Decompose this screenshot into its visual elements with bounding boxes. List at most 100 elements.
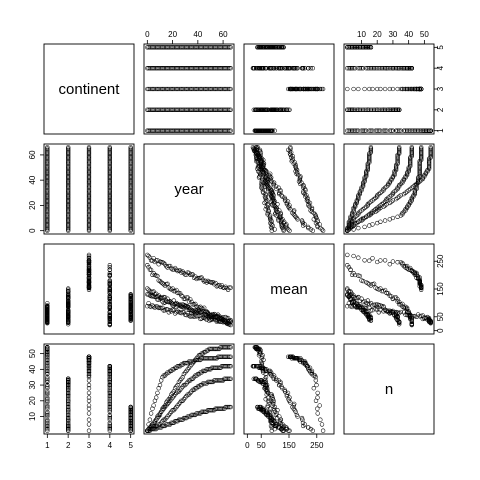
- data-point: [389, 66, 394, 71]
- data-point: [389, 178, 394, 183]
- data-point: [359, 128, 364, 133]
- data-point: [45, 386, 50, 391]
- data-point: [265, 403, 270, 408]
- data-point: [228, 285, 233, 290]
- data-point: [66, 145, 71, 150]
- data-point: [345, 107, 350, 112]
- data-point: [349, 128, 355, 133]
- data-point: [367, 107, 372, 112]
- data-point: [299, 86, 304, 92]
- data-point: [254, 364, 260, 369]
- data-point: [86, 403, 92, 408]
- data-point: [255, 45, 260, 50]
- variable-label-year: year: [174, 181, 203, 198]
- data-point: [86, 287, 92, 292]
- data-point: [267, 45, 272, 50]
- data-point: [228, 66, 233, 71]
- data-point: [349, 107, 355, 112]
- data-point: [107, 400, 112, 405]
- data-point: [165, 281, 170, 286]
- data-point: [276, 66, 281, 71]
- data-point: [66, 319, 71, 324]
- data-point: [45, 422, 50, 427]
- data-point: [378, 128, 383, 133]
- data-point: [175, 290, 180, 296]
- data-point: [86, 274, 92, 279]
- data-point: [395, 315, 400, 320]
- tick-label: 250: [436, 254, 445, 268]
- data-point: [86, 417, 92, 422]
- data-point: [45, 354, 50, 359]
- axis-right-continent: 1 2 3 4 5: [433, 45, 445, 133]
- data-point: [128, 404, 133, 410]
- data-point: [263, 191, 268, 197]
- data-point: [425, 128, 430, 133]
- data-point: [382, 199, 388, 204]
- data-point: [371, 302, 377, 307]
- panel-continent-vs-continent: continent: [43, 43, 135, 135]
- data-point: [278, 381, 283, 386]
- tick-label: 1: [436, 128, 445, 133]
- data-point: [378, 107, 383, 112]
- data-point: [66, 147, 71, 153]
- data-point: [205, 278, 211, 284]
- data-point: [409, 145, 414, 150]
- data-point: [152, 294, 158, 300]
- data-point: [260, 128, 265, 133]
- data-point: [282, 198, 288, 203]
- data-point: [254, 107, 259, 112]
- data-point: [302, 359, 308, 364]
- data-point: [417, 160, 422, 165]
- data-point: [266, 390, 271, 396]
- data-point: [354, 200, 359, 206]
- data-point: [367, 45, 372, 50]
- panel-frame: [243, 43, 335, 135]
- data-point: [199, 275, 204, 280]
- panel-year-vs-continent: [43, 143, 135, 235]
- data-point: [45, 370, 50, 375]
- data-point: [362, 178, 367, 183]
- data-point: [303, 194, 308, 199]
- data-point: [171, 367, 176, 372]
- data-point: [426, 159, 432, 164]
- data-point: [228, 107, 233, 112]
- data-point: [419, 287, 424, 292]
- data-point: [225, 404, 231, 410]
- panel-n-vs-continent: [43, 343, 135, 435]
- data-point: [387, 107, 392, 112]
- data-point: [381, 128, 386, 133]
- data-point: [379, 288, 385, 294]
- data-point: [86, 147, 92, 153]
- data-point: [128, 428, 133, 433]
- data-point: [155, 304, 160, 309]
- data-point: [227, 364, 232, 369]
- data-point: [66, 393, 71, 399]
- data-point: [268, 128, 273, 133]
- axis-top-year: 0 20 40 60: [145, 30, 228, 45]
- data-point: [273, 184, 279, 189]
- data-point: [45, 360, 50, 366]
- data-point: [422, 172, 427, 178]
- data-point: [258, 159, 263, 164]
- data-point: [107, 271, 112, 276]
- data-point: [107, 406, 112, 411]
- data-point: [86, 260, 92, 266]
- data-point: [258, 378, 263, 383]
- data-point: [284, 66, 289, 71]
- data-point: [107, 401, 112, 407]
- data-point: [417, 159, 422, 164]
- data-point: [298, 174, 303, 179]
- data-point: [360, 45, 366, 50]
- panel-continent-vs-mean: [243, 43, 335, 135]
- data-point: [107, 384, 112, 389]
- data-point: [309, 205, 315, 211]
- data-point: [107, 415, 112, 421]
- tick-label: 150: [436, 282, 445, 296]
- data-point: [185, 414, 190, 419]
- data-point: [356, 128, 361, 133]
- data-point: [86, 386, 92, 391]
- data-point: [66, 425, 71, 430]
- data-point: [255, 404, 260, 410]
- data-point: [273, 66, 279, 71]
- data-point: [387, 86, 392, 92]
